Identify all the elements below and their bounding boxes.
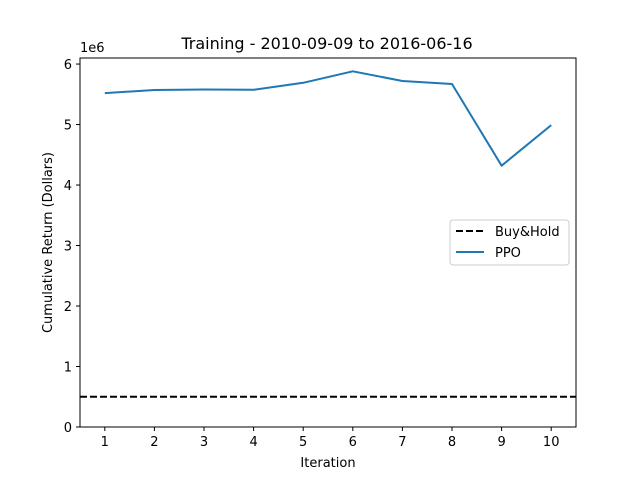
chart-title: Training - 2010-09-09 to 2016-06-16: [180, 34, 472, 53]
x-axis-label: Iteration: [300, 456, 355, 471]
y-tick-label: 1: [64, 361, 72, 376]
legend: Buy&Hold PPO: [450, 220, 569, 265]
x-tick-label: 10: [543, 435, 560, 450]
y-axis-offset-label: 1e6: [80, 41, 105, 56]
x-tick-label: 3: [200, 435, 208, 450]
x-tick-label: 5: [299, 435, 307, 450]
y-tick-label: 2: [64, 300, 72, 315]
legend-label-buy-hold: Buy&Hold: [495, 225, 560, 240]
x-tick-label: 9: [497, 435, 505, 450]
y-axis-label: Cumulative Return (Dollars): [41, 152, 56, 333]
x-tick-label: 8: [448, 435, 456, 450]
y-tick-label: 5: [64, 119, 72, 134]
y-tick-label: 4: [64, 179, 72, 194]
x-tick-label: 1: [101, 435, 109, 450]
y-tick-label: 6: [64, 58, 72, 73]
x-tick-label: 4: [249, 435, 257, 450]
y-tick-label: 3: [64, 240, 72, 255]
x-tick-label: 2: [150, 435, 158, 450]
x-tick-label: 6: [349, 435, 357, 450]
y-tick-label: 0: [64, 421, 72, 436]
legend-label-ppo: PPO: [495, 246, 521, 261]
x-tick-label: 7: [398, 435, 406, 450]
